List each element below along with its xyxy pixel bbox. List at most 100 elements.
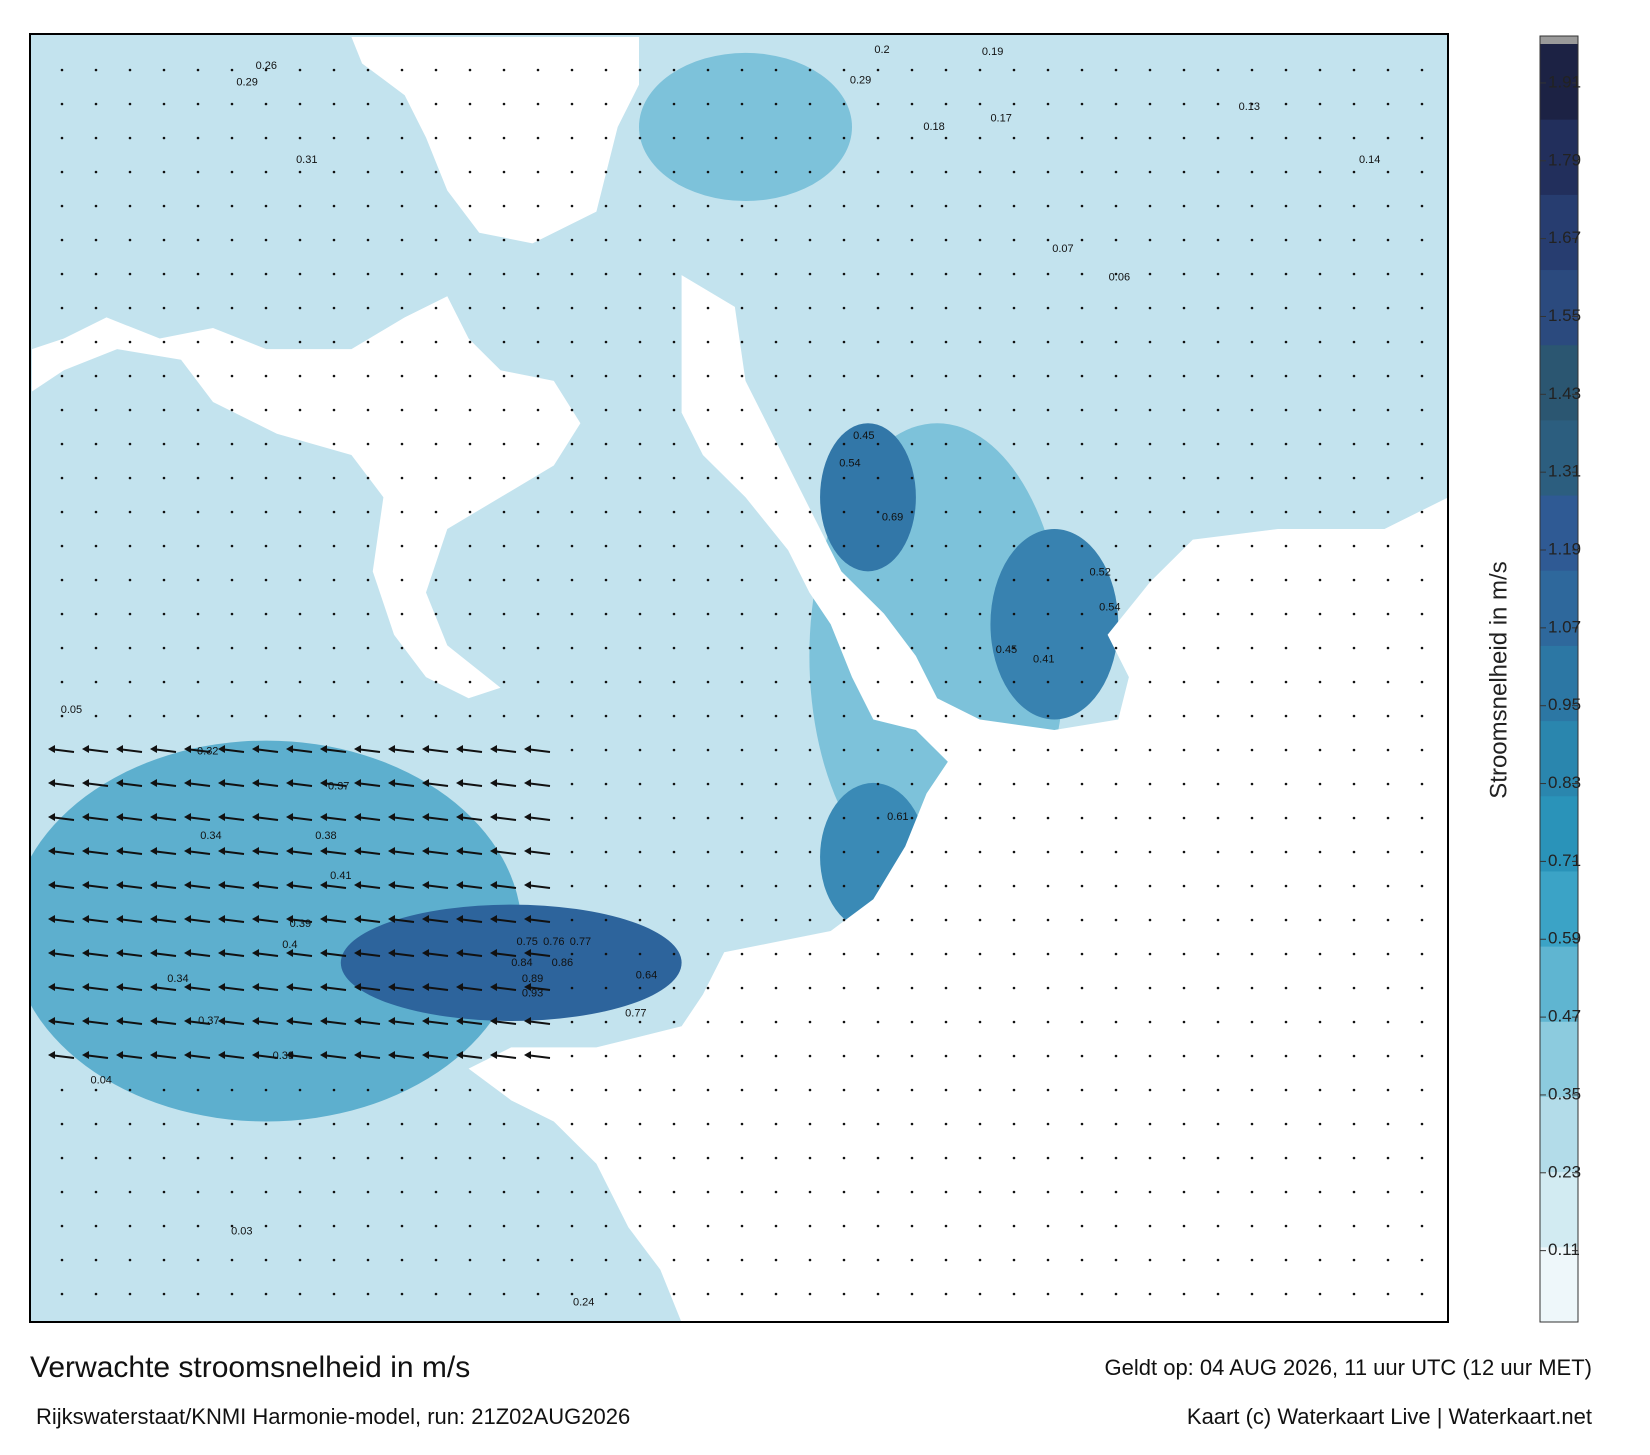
current-dot [230, 68, 234, 72]
current-dot [434, 340, 438, 344]
current-dot [196, 1224, 200, 1228]
current-dot [1284, 1122, 1288, 1126]
current-dot [1012, 136, 1016, 140]
current-dot [1250, 136, 1254, 140]
current-dot [1352, 578, 1356, 582]
current-dot [332, 1224, 336, 1228]
current-dot [1284, 1224, 1288, 1228]
current-dot [1114, 884, 1118, 888]
current-dot [1420, 442, 1424, 446]
current-dot [1318, 136, 1322, 140]
arrow-head [320, 745, 327, 753]
current-dot [196, 204, 200, 208]
current-dot [1250, 680, 1254, 684]
current-dot [1182, 1122, 1186, 1126]
current-dot [808, 510, 812, 514]
current-dot [468, 238, 472, 242]
current-dot [876, 374, 880, 378]
current-dot [1216, 272, 1220, 276]
current-dot [1182, 850, 1186, 854]
colorbar-band [1540, 119, 1578, 195]
current-dot [978, 884, 982, 888]
current-dot [502, 204, 506, 208]
current-dot [604, 306, 608, 310]
current-dot [94, 612, 98, 616]
current-dot [502, 1258, 506, 1262]
current-dot [1352, 136, 1356, 140]
current-dot [1216, 238, 1220, 242]
arrow-head [524, 881, 531, 889]
current-dot [672, 782, 676, 786]
current-dot [1046, 170, 1050, 174]
current-dot [400, 680, 404, 684]
current-dot [842, 68, 846, 72]
current-dot [978, 1020, 982, 1024]
current-dot [876, 1156, 880, 1160]
current-dot [1114, 272, 1118, 276]
current-dot [1250, 510, 1254, 514]
current-dot [1216, 748, 1220, 752]
current-dot [162, 476, 166, 480]
current-dot [706, 952, 710, 956]
current-dot [1182, 1156, 1186, 1160]
arrow-head [218, 1051, 225, 1059]
current-dot [706, 68, 710, 72]
current-dot [876, 1258, 880, 1262]
current-dot [1420, 1190, 1424, 1194]
current-dot [468, 680, 472, 684]
current-dot [1386, 68, 1390, 72]
current-dot [1352, 1122, 1356, 1126]
current-dot [468, 1156, 472, 1160]
current-dot [876, 680, 880, 684]
current-dot [1216, 408, 1220, 412]
current-dot [638, 612, 642, 616]
current-dot [1182, 646, 1186, 650]
current-dot [536, 442, 540, 446]
current-dot [1420, 578, 1424, 582]
current-dot [1080, 204, 1084, 208]
current-dot [604, 612, 608, 616]
current-dot [128, 578, 132, 582]
current-dot [1114, 204, 1118, 208]
current-dot [1318, 646, 1322, 650]
current-dot [638, 374, 642, 378]
current-dot [502, 646, 506, 650]
current-dot [774, 442, 778, 446]
current-dot [1318, 714, 1322, 718]
current-dot [774, 816, 778, 820]
current-dot [434, 272, 438, 276]
current-dot [264, 646, 268, 650]
current-dot [366, 374, 370, 378]
arrow-head [116, 949, 123, 957]
current-dot [1114, 578, 1118, 582]
current-dot [944, 918, 948, 922]
current-dot [910, 442, 914, 446]
current-dot [808, 1292, 812, 1296]
arrow-head [490, 847, 497, 855]
current-dot [1148, 136, 1152, 140]
current-dot [400, 204, 404, 208]
speed-label: 0.54 [1099, 601, 1120, 613]
current-dot [1386, 1258, 1390, 1262]
current-dot [502, 1088, 506, 1092]
current-dot [910, 544, 914, 548]
current-dot [60, 442, 64, 446]
current-dot [1182, 1190, 1186, 1194]
current-dot [196, 1156, 200, 1160]
current-dot [672, 1224, 676, 1228]
current-dot [1386, 816, 1390, 820]
current-dot [1250, 102, 1254, 106]
current-dot [808, 442, 812, 446]
arrow-head [422, 983, 429, 991]
current-dot [604, 476, 608, 480]
arrow-head [524, 1017, 531, 1025]
speed-label: 0.64 [636, 970, 657, 982]
current-dot [604, 986, 608, 990]
arrow-head [150, 1017, 157, 1025]
colorbar-band [1540, 344, 1578, 421]
current-dot [808, 374, 812, 378]
current-dot [536, 1122, 540, 1126]
current-dot [740, 1020, 744, 1024]
current-dot [1250, 578, 1254, 582]
current-dot [774, 782, 778, 786]
